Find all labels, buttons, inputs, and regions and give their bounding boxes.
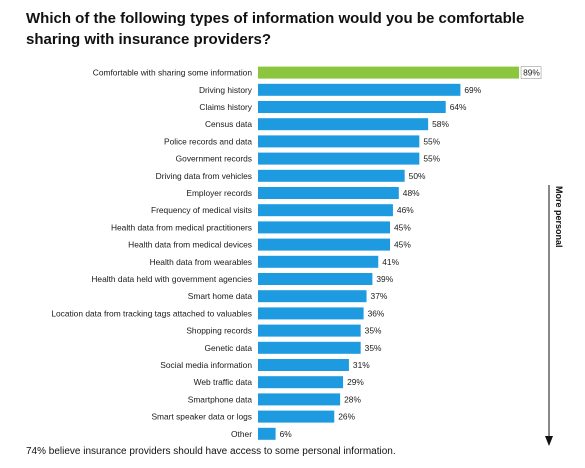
value-label: 35%: [365, 326, 382, 336]
category-label: Health data from medical practitioners: [111, 222, 252, 232]
value-label: 45%: [394, 240, 411, 250]
value-label: 39%: [376, 274, 393, 284]
bar: [258, 221, 390, 234]
chart-rows: Comfortable with sharing some informatio…: [51, 66, 542, 440]
category-label: Government records: [176, 154, 252, 164]
bar: [258, 341, 361, 354]
value-label: 35%: [365, 343, 382, 353]
value-label: 26%: [338, 412, 355, 422]
category-label: Smart home data: [188, 291, 253, 301]
value-label: 29%: [347, 377, 364, 387]
value-label: 48%: [403, 188, 420, 198]
value-label: 31%: [353, 360, 370, 370]
bar: [258, 410, 335, 423]
value-label: 64%: [450, 102, 467, 112]
category-label: Police records and data: [164, 136, 252, 146]
bar: [258, 238, 390, 251]
value-label: 45%: [394, 222, 411, 232]
bar: [258, 83, 461, 96]
category-label: Employer records: [186, 188, 252, 198]
category-label: Web traffic data: [194, 377, 253, 387]
bar: [258, 290, 367, 303]
bar: [258, 307, 364, 320]
bar: [258, 101, 446, 113]
category-label: Comfortable with sharing some informatio…: [93, 68, 253, 78]
value-label: 89%: [523, 68, 540, 78]
category-label: Frequency of medical visits: [151, 205, 252, 215]
category-label: Health data from wearables: [150, 257, 252, 267]
category-label: Claims history: [199, 102, 252, 112]
value-label: 46%: [397, 205, 414, 215]
bar: [258, 169, 405, 182]
highlight-value-box: [520, 66, 542, 79]
bar-highlight: [258, 66, 520, 79]
category-label: Social media information: [160, 360, 252, 370]
category-label: Genetic data: [205, 343, 253, 353]
value-label: 41%: [382, 257, 399, 267]
category-label: Smart speaker data or logs: [151, 412, 252, 422]
value-label: 50%: [409, 171, 426, 181]
value-label: 6%: [280, 429, 293, 439]
category-label: Smartphone data: [188, 394, 253, 404]
value-label: 28%: [344, 394, 361, 404]
chart-title: Which of the following types of informat…: [26, 10, 525, 48]
bar: [258, 255, 379, 268]
value-label: 37%: [371, 291, 388, 301]
value-label: 55%: [423, 136, 440, 146]
category-label: Other: [231, 429, 252, 439]
footnote: 74% believe insurance providers should h…: [26, 446, 396, 457]
category-label: Shopping records: [186, 326, 252, 336]
bar: [258, 427, 276, 440]
more-personal-arrow: More personal: [545, 185, 564, 446]
value-label: 36%: [368, 308, 385, 318]
category-label: Driving data from vehicles: [156, 171, 252, 181]
bar: [258, 204, 393, 217]
bar: [258, 359, 349, 371]
bar: [258, 135, 420, 148]
bar: [258, 152, 420, 165]
value-label: 55%: [423, 154, 440, 164]
bar: [258, 376, 344, 389]
category-label: Census data: [205, 119, 252, 129]
category-label: Health data held with government agencie…: [91, 274, 252, 284]
bar: [258, 393, 341, 406]
category-label: Location data from tracking tags attache…: [51, 308, 252, 318]
bar: [258, 118, 429, 131]
bar: [258, 273, 373, 285]
arrow-label: More personal: [554, 186, 564, 248]
bar: [258, 324, 361, 337]
value-label: 69%: [464, 85, 481, 95]
category-label: Driving history: [199, 85, 253, 95]
value-label: 58%: [432, 119, 449, 129]
bar: [258, 187, 399, 199]
category-label: Health data from medical devices: [128, 240, 252, 250]
